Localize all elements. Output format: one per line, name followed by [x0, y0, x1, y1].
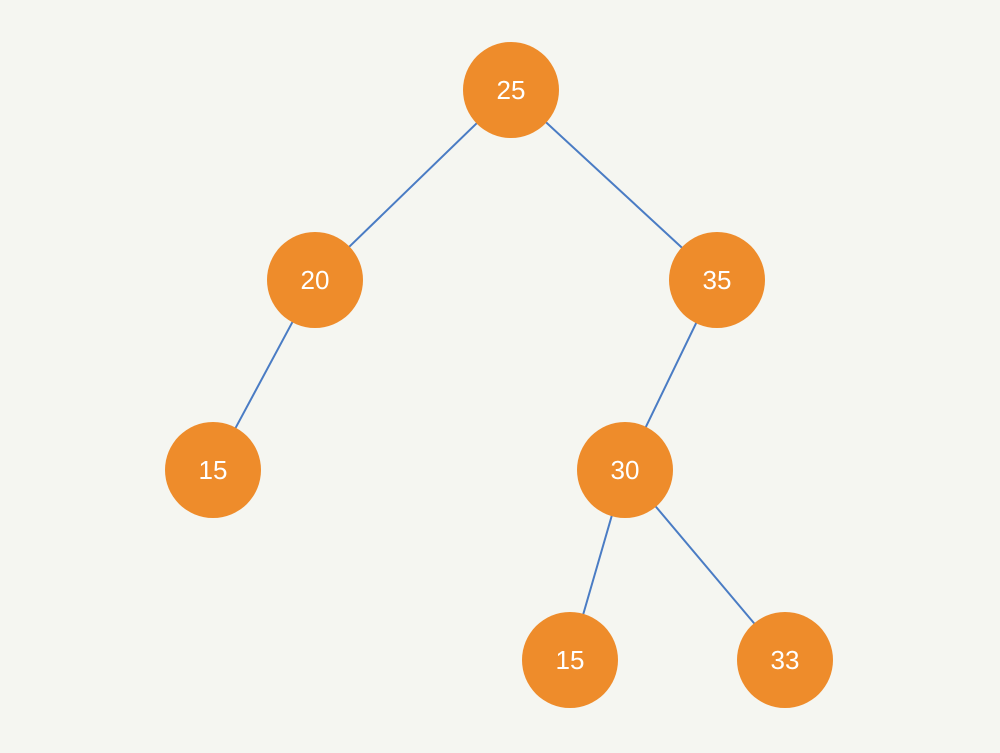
tree-node: 15 — [522, 612, 618, 708]
tree-node-label: 30 — [611, 455, 640, 486]
tree-node: 20 — [267, 232, 363, 328]
tree-edge — [656, 507, 754, 624]
tree-node: 15 — [165, 422, 261, 518]
tree-edge — [546, 123, 681, 248]
tree-node-label: 35 — [703, 265, 732, 296]
tree-node: 35 — [669, 232, 765, 328]
tree-edge — [349, 123, 476, 246]
tree-node: 25 — [463, 42, 559, 138]
tree-node: 30 — [577, 422, 673, 518]
tree-edge — [646, 323, 696, 427]
tree-node-label: 33 — [771, 645, 800, 676]
tree-node-label: 20 — [301, 265, 330, 296]
tree-edge — [236, 322, 293, 427]
tree-node-label: 15 — [556, 645, 585, 676]
tree-node-label: 25 — [497, 75, 526, 106]
tree-node-label: 15 — [199, 455, 228, 486]
tree-node: 33 — [737, 612, 833, 708]
tree-edge — [583, 516, 611, 614]
binary-tree-diagram: 25 20 35 15 30 15 33 — [0, 0, 1000, 753]
